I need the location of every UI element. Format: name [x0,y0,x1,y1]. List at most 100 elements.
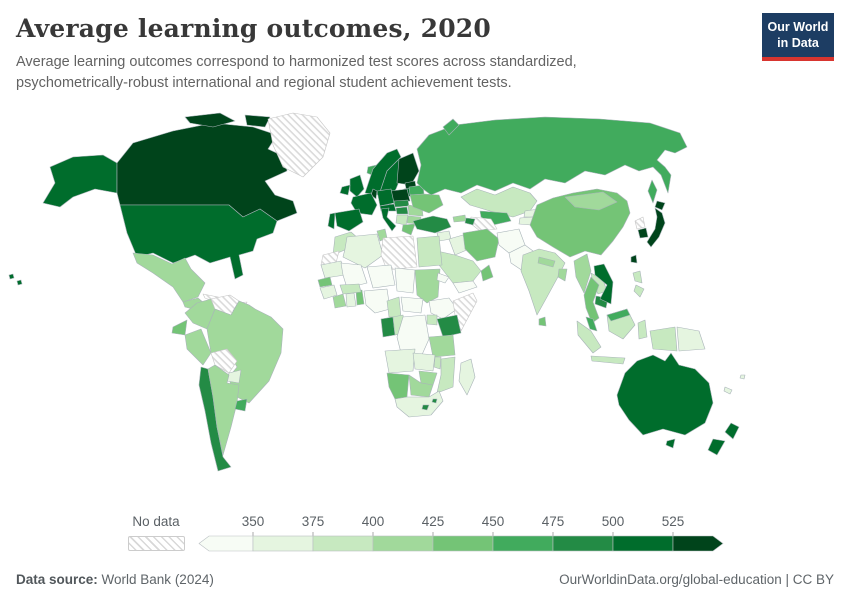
country-ghana[interactable] [345,292,357,308]
country-angola[interactable] [384,348,416,374]
country-japan-hokkaido[interactable] [654,200,666,211]
country-egypt[interactable] [416,235,443,268]
country-fiji[interactable] [739,374,746,380]
country-ireland[interactable] [339,184,351,196]
country-iran[interactable] [462,228,500,262]
country-philippines[interactable] [632,270,643,284]
country-cameroon[interactable] [386,296,402,318]
country-canada-arctic-2[interactable] [244,114,271,128]
country-oman[interactable] [480,264,494,282]
country-finland[interactable] [396,152,420,186]
country-central-african-republic[interactable] [400,296,424,314]
country-serbia-balkans[interactable] [395,214,409,226]
country-eritrea[interactable] [436,272,450,284]
country-hungary[interactable] [395,206,409,215]
country-india[interactable] [520,248,566,316]
country-azerbaijan[interactable] [464,217,476,226]
country-greenland[interactable] [267,112,331,178]
legend-segment-425-450[interactable] [432,535,494,552]
country-indonesia-sulawesi[interactable] [637,319,648,340]
country-algeria[interactable] [342,233,384,269]
legend-segment-500-525[interactable] [612,535,674,552]
country-philippines-south[interactable] [633,284,645,298]
country-myanmar[interactable] [573,253,592,294]
country-ukraine[interactable] [409,193,444,214]
country-eswatini[interactable] [431,398,438,404]
legend-segment-475-500[interactable] [552,535,614,552]
country-papua-new-guinea[interactable] [676,326,706,352]
country-netherlands-belgium[interactable] [370,188,378,200]
country-mexico[interactable] [132,252,206,303]
country-south-africa[interactable] [394,390,444,418]
country-hawaii[interactable] [8,273,15,280]
country-malaysia-borneo[interactable] [606,308,631,322]
country-russia-sakhalin[interactable] [647,179,658,204]
country-georgia[interactable] [452,214,467,223]
country-niger[interactable] [366,264,396,289]
country-new-zealand-north[interactable] [724,422,740,440]
country-australia[interactable] [616,352,714,436]
country-peru[interactable] [184,328,212,366]
country-kazakhstan[interactable] [460,186,538,218]
legend-segment-450-475[interactable] [492,535,554,552]
country-spain[interactable] [334,208,364,232]
country-uk[interactable] [349,174,365,198]
country-mongolia[interactable] [564,191,618,211]
country-ethiopia[interactable] [428,297,458,320]
country-japan[interactable] [646,207,666,248]
country-thailand[interactable] [583,276,600,324]
legend-segment-375-400[interactable] [312,535,374,552]
country-zambia[interactable] [412,352,436,372]
credit-link[interactable]: OurWorldinData.org/global-education | CC… [559,572,834,587]
country-czech-slovakia[interactable] [393,199,410,208]
country-nigeria[interactable] [363,288,391,314]
country-hawaii[interactable] [16,279,23,286]
country-yemen[interactable] [452,280,478,294]
country-saudi-arabia[interactable] [436,250,482,284]
country-russia[interactable] [416,116,688,196]
country-bangladesh[interactable] [557,268,568,282]
country-indonesia-west-papua[interactable] [649,326,678,352]
country-malawi[interactable] [433,356,442,370]
country-botswana[interactable] [408,374,434,398]
legend-segment-350-375[interactable] [252,535,314,552]
legend-segment-400-425[interactable] [372,535,434,552]
country-guinea[interactable] [319,284,338,300]
owid-logo[interactable]: Our World in Data [762,13,834,61]
country-gabon[interactable] [380,316,396,338]
country-sudan[interactable] [414,268,441,304]
legend-segment-lt-350[interactable] [198,535,254,552]
country-vietnam[interactable] [593,263,614,305]
country-tasmania[interactable] [665,438,676,449]
country-greece[interactable] [401,223,416,236]
country-mozambique[interactable] [436,356,456,394]
country-italy[interactable] [380,207,397,232]
country-new-zealand-south[interactable] [707,438,726,456]
country-russia-novaya-zemlya[interactable] [442,118,460,136]
country-canada-arctic-1[interactable] [184,112,236,128]
country-lesotho[interactable] [421,404,430,411]
country-portugal[interactable] [327,212,336,230]
country-bolivia[interactable] [210,348,238,374]
country-namibia[interactable] [386,372,410,400]
country-kenya[interactable] [436,314,462,338]
country-tanzania[interactable] [428,334,456,358]
country-germany[interactable] [376,188,395,207]
legend-no-data-swatch[interactable] [128,536,185,551]
country-chad[interactable] [394,267,416,294]
country-burkina-faso[interactable] [339,283,362,295]
country-north-korea[interactable] [634,216,646,230]
legend-segment-gt-525[interactable] [672,535,724,552]
country-ecuador[interactable] [171,319,188,336]
country-alaska[interactable] [42,154,118,208]
country-senegal[interactable] [317,276,333,288]
country-indonesia-java[interactable] [590,355,626,365]
country-uruguay[interactable] [234,398,248,412]
country-sri-lanka[interactable] [538,316,547,327]
country-nepal[interactable] [537,256,556,268]
country-turkey[interactable] [412,215,452,234]
country-somalia[interactable] [452,292,478,332]
legend-color-bar[interactable] [197,532,725,552]
country-new-caledonia[interactable] [723,386,733,395]
world-map[interactable] [8,105,848,505]
